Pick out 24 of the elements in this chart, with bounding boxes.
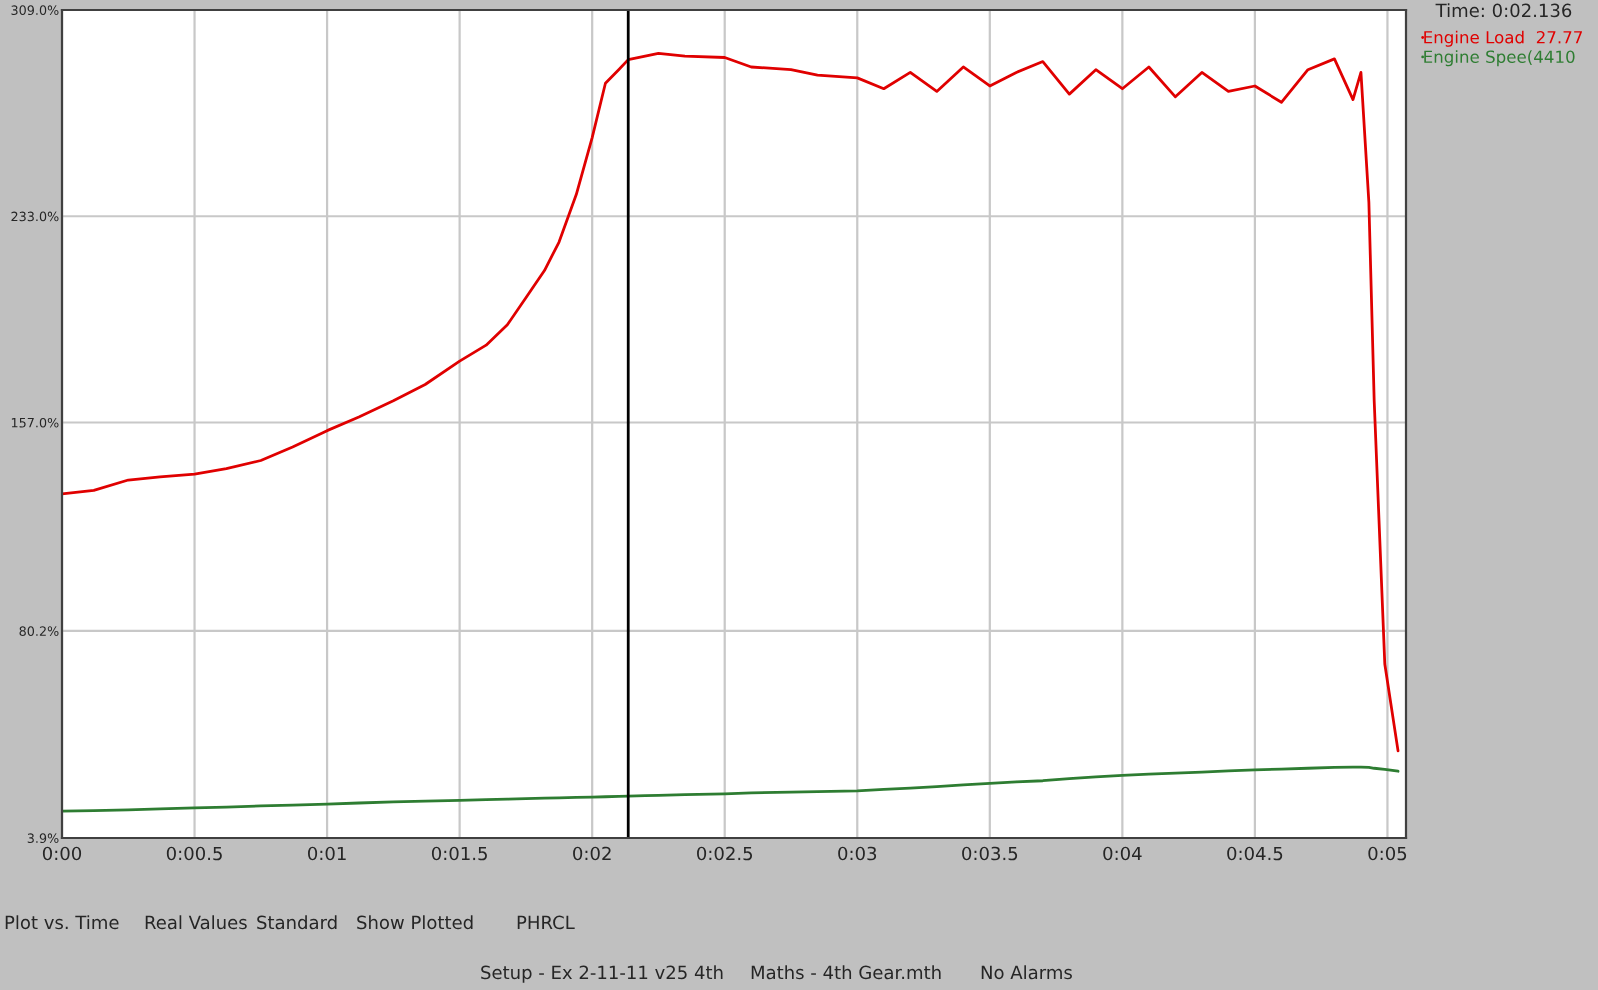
text: Maths - 4th Gear.mth	[751, 965, 941, 980]
x-tick-label: 0:02.5	[697, 846, 753, 861]
x-tick-label: 0:03	[838, 846, 877, 861]
text: Plot vs. Time	[5, 915, 119, 930]
text: No Alarms	[981, 965, 1072, 980]
text: Setup - Ex 2-11-11 v25 4th	[481, 965, 723, 983]
x-tick-label: 0:05	[1368, 846, 1407, 861]
line-series	[62, 765, 1400, 813]
text: Real Values	[145, 915, 247, 930]
ref-line-label: Time: 0:02.136	[1435, 3, 1572, 18]
x-tick-label: 0:01.5	[431, 846, 487, 861]
x-tick-label: 0:00.5	[166, 846, 222, 861]
legend-label: Engine Spee(4410	[1424, 50, 1575, 67]
x-tick-label: 0:01	[308, 846, 346, 861]
x-tick-label: 0:00	[42, 846, 82, 861]
x-tick-label: 0:04.5	[1227, 846, 1283, 861]
x-tick-label: 0:03.5	[962, 846, 1018, 861]
text: PHRCL	[517, 915, 575, 930]
line-series	[62, 52, 1400, 753]
text: Standard	[257, 915, 337, 930]
legend-label: Engine Load 27.77	[1424, 30, 1582, 47]
x-tick-label: 0:04	[1103, 846, 1142, 861]
text: Show Plotted	[357, 915, 473, 930]
x-tick-label: 0:02	[573, 846, 611, 861]
